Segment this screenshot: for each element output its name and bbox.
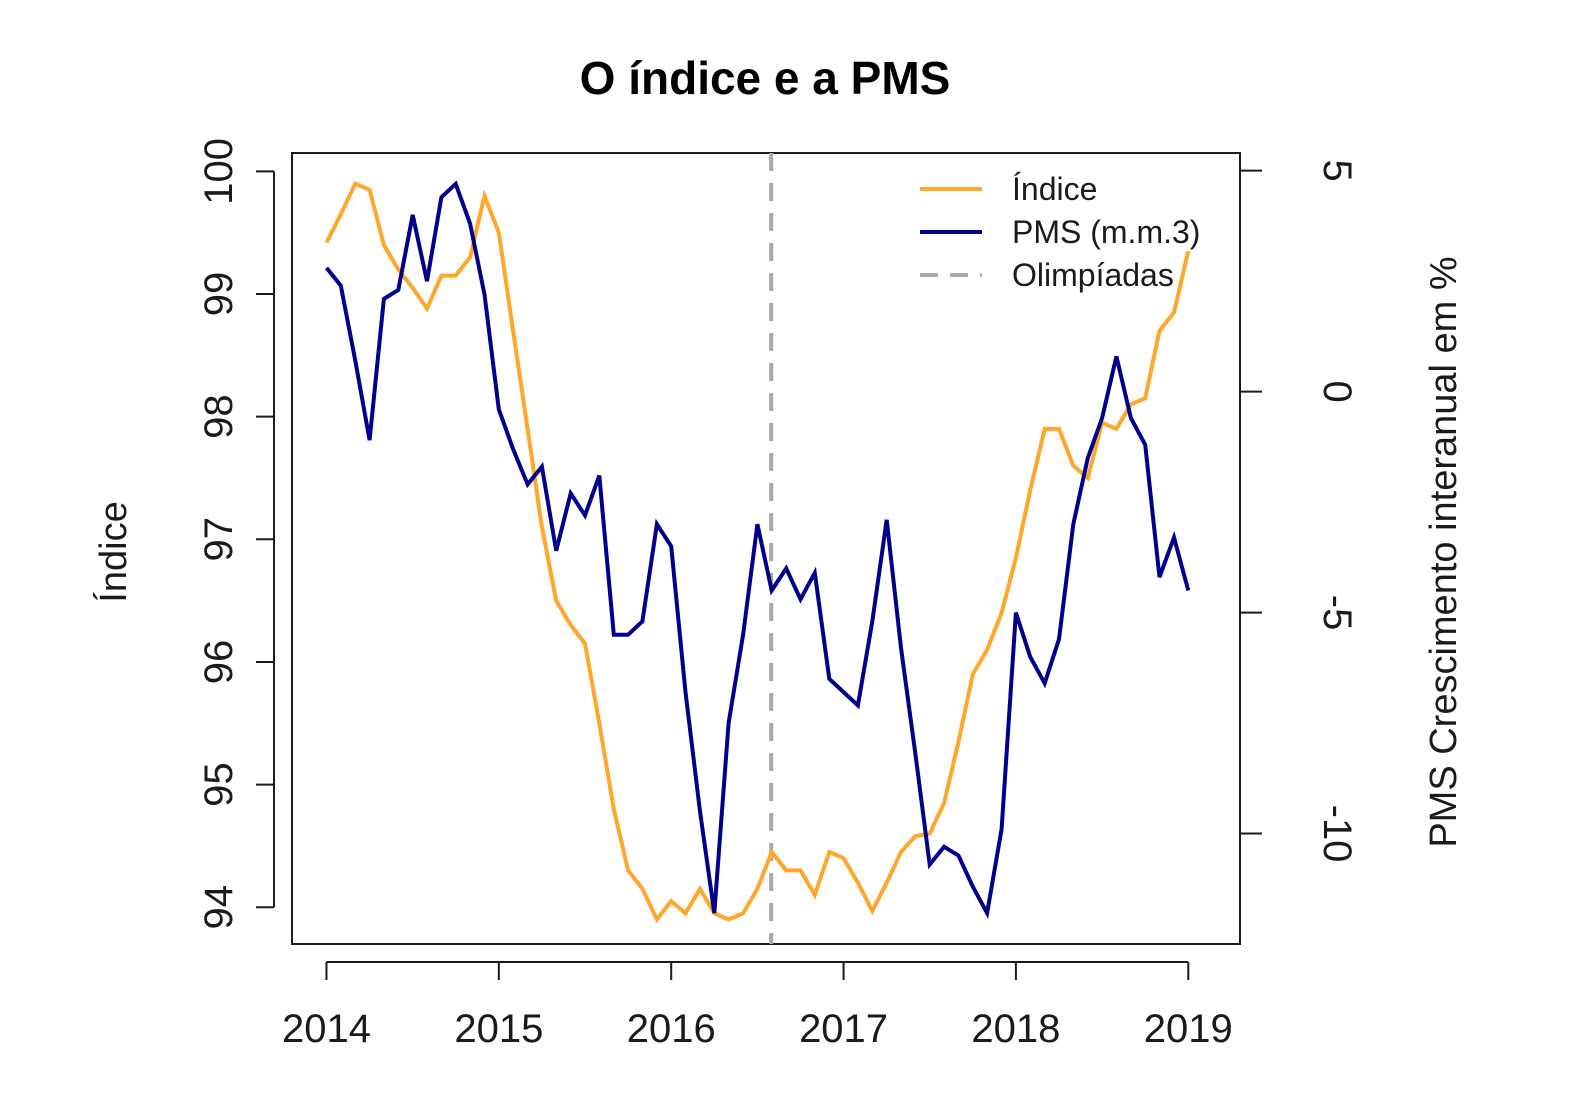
y-tick-label-right-0: 0: [1315, 381, 1359, 403]
y-tick-label-left-98: 98: [197, 394, 241, 439]
y-tick-label-left-100: 100: [197, 138, 241, 205]
legend-label-olimpiadas: Olimpíadas: [1012, 257, 1174, 293]
x-tick-label-2017: 2017: [799, 1007, 888, 1051]
y-axis-label-right: PMS Crescimento interanual em %: [1423, 256, 1465, 847]
series-line-pms: [324, 180, 1191, 920]
y-tick-label-left-95: 95: [197, 762, 241, 807]
y-tick-label-left-99: 99: [197, 272, 241, 317]
y-tick-label-right--10: -10: [1315, 805, 1359, 863]
x-tick-label-2019: 2019: [1144, 1007, 1233, 1051]
y-tick-label-left-97: 97: [197, 517, 241, 562]
legend-label-indice: Índice: [1012, 171, 1097, 207]
x-tick-label-2014: 2014: [282, 1007, 371, 1051]
x-tick-label-2015: 2015: [454, 1007, 543, 1051]
x-tick-label-2018: 2018: [971, 1007, 1060, 1051]
y-axis-label-left: Índice: [92, 501, 135, 602]
axes-layer: 2014 2015 2016 2017 2018 2019 94 95 96 97 98 99 100 5…: [197, 138, 1359, 1051]
x-tick-label-2016: 2016: [627, 1007, 716, 1051]
series-line-indice: [324, 181, 1191, 924]
legend-label-pms: PMS (m.m.3): [1012, 214, 1200, 250]
y-tick-label-right--5: -5: [1315, 595, 1359, 631]
chart-title: O índice e a PMS: [580, 52, 951, 104]
y-tick-label-left-96: 96: [197, 640, 241, 685]
series-layer: [324, 180, 1191, 924]
y-tick-label-left-94: 94: [197, 885, 241, 930]
y-tick-label-right-5: 5: [1315, 160, 1359, 182]
legend: Índice PMS (m.m.3) Olimpíadas: [920, 171, 1200, 293]
